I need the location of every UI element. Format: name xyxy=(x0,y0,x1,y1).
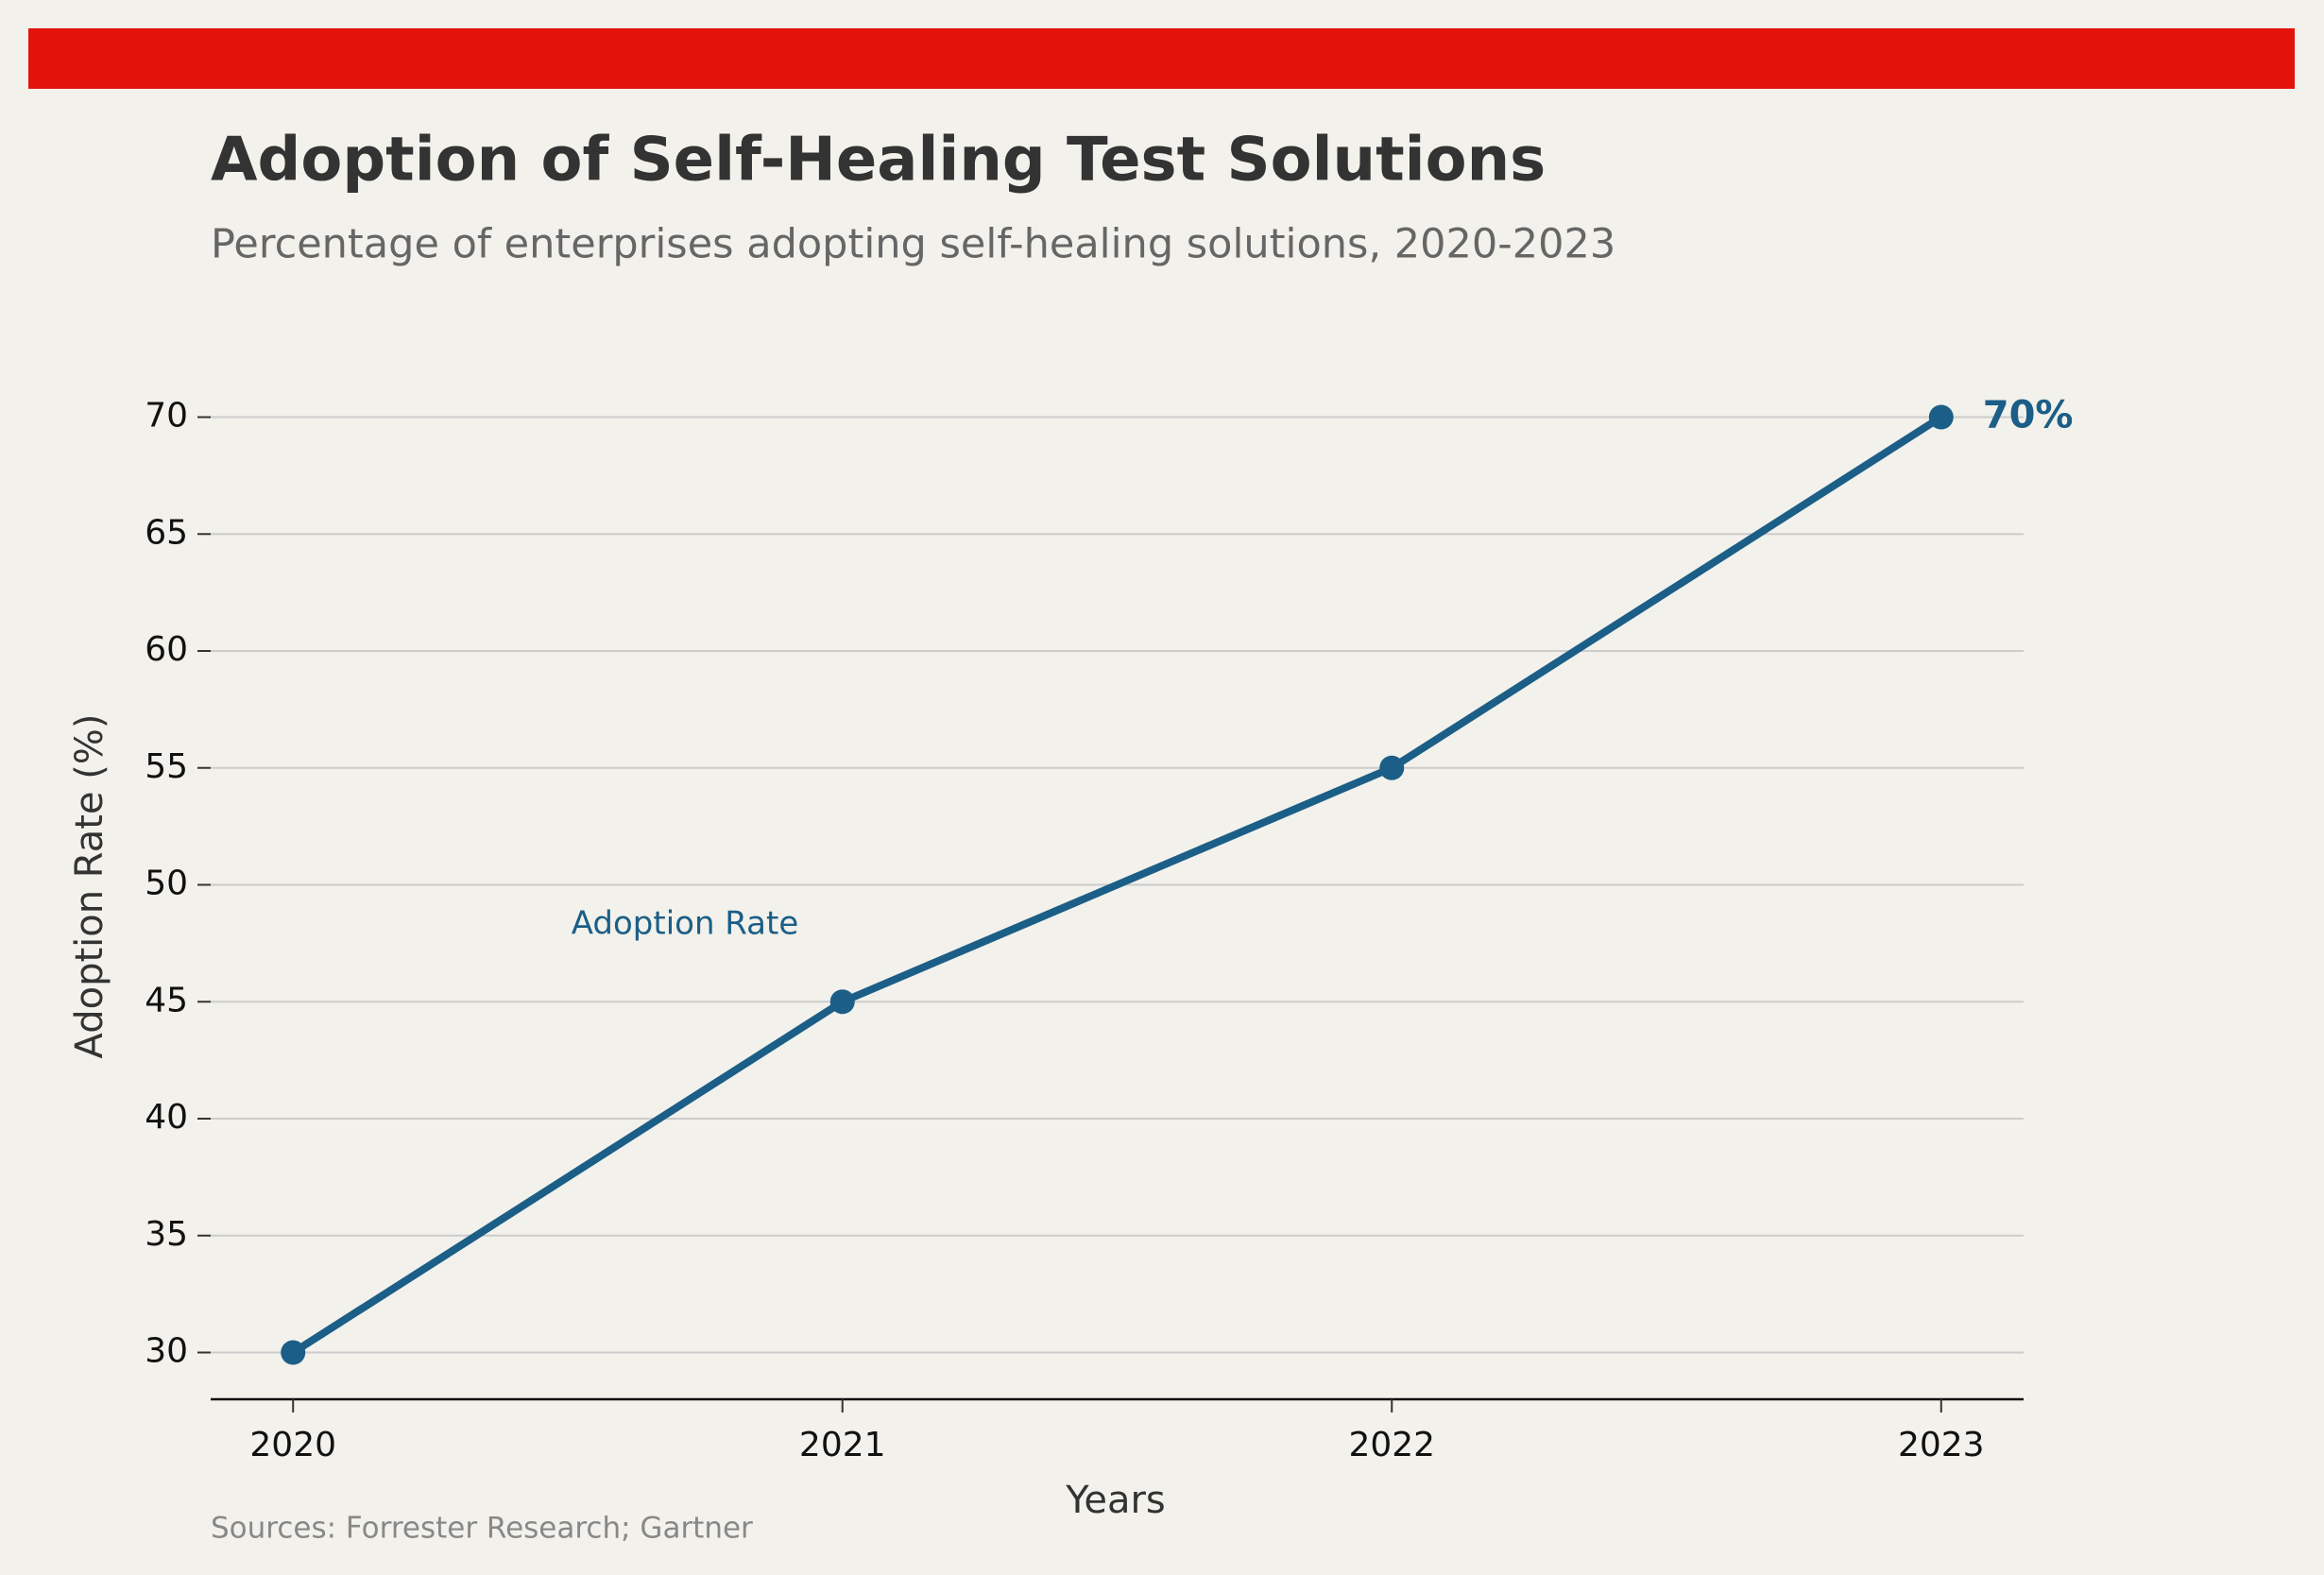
x-tick-label: 2021 xyxy=(799,1426,886,1464)
x-tick-label: 2023 xyxy=(1898,1426,1985,1464)
y-tick-label: 40 xyxy=(145,1098,188,1137)
data-point xyxy=(1928,404,1954,430)
y-tick-label: 30 xyxy=(145,1332,188,1371)
y-tick-label: 65 xyxy=(145,513,188,552)
y-tick-label: 55 xyxy=(145,747,188,786)
data-point xyxy=(829,989,855,1015)
y-axis-label: Adoption Rate (%) xyxy=(68,714,111,1059)
y-tick-label: 70 xyxy=(145,397,188,436)
data-point xyxy=(281,1340,306,1365)
series-label: Adoption Rate xyxy=(572,905,799,943)
y-tick-label: 35 xyxy=(145,1215,188,1254)
series-line xyxy=(291,414,1943,1356)
chart-title: Adoption of Self-Healing Test Solutions xyxy=(211,126,1546,196)
x-tick-label: 2022 xyxy=(1348,1426,1435,1464)
chart-subtitle: Percentage of enterprises adopting self-… xyxy=(211,221,1615,268)
x-tick-label: 2020 xyxy=(249,1426,336,1464)
data-point xyxy=(1379,755,1405,780)
y-tick-label: 50 xyxy=(145,865,188,903)
x-axis-label: Years xyxy=(1065,1479,1166,1522)
source-note: Sources: Forrester Research; Gartner xyxy=(211,1512,753,1546)
y-tick-label: 60 xyxy=(145,630,188,669)
y-tick-label: 45 xyxy=(145,981,188,1019)
value-label: 70% xyxy=(1983,394,2074,437)
accent-bar xyxy=(28,28,2295,89)
